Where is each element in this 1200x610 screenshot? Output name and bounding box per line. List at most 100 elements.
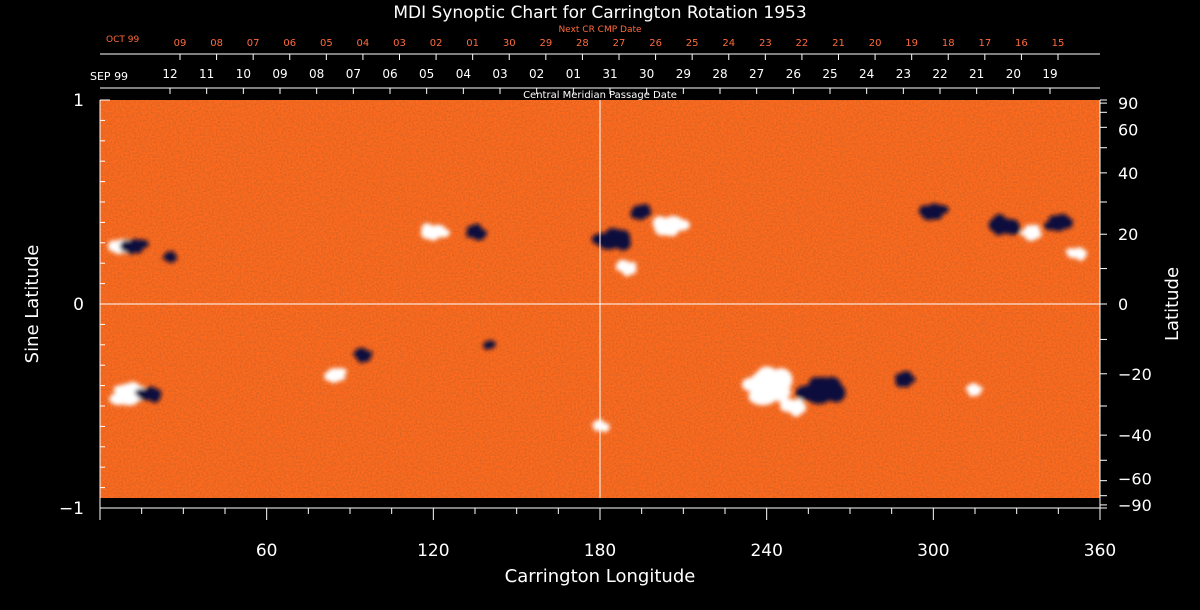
active-region-blob [1043,221,1058,231]
x-tick-label: 60 [256,541,278,561]
active-region-blob [809,377,824,389]
active-region-blob [465,232,473,238]
active-region-blob [1025,233,1038,241]
active-region-blob [593,426,600,432]
cmp-date-label: 29 [676,67,691,81]
active-region-blob [435,228,451,238]
active-region-blob [1065,248,1077,256]
right-tick-label: −90 [1118,496,1152,515]
left-tick-label: 1 [73,91,84,111]
axis-ticks [99,54,1107,520]
active-region-blob [357,354,366,363]
active-region-blob [134,239,149,249]
cmp-date-label: 26 [786,67,801,81]
active-region-blob [162,255,168,260]
active-region-blob [769,368,793,392]
active-region-blob [779,398,794,408]
active-region-blob [826,383,846,403]
next-cr-date-label: 19 [905,38,918,49]
cmp-date-label: 05 [419,67,434,81]
left-tick-label: −1 [59,499,84,519]
next-cr-date-label: 15 [1052,38,1065,49]
x-axis-label: Carrington Longitude [505,566,696,587]
cmp-date-label: 20 [1006,67,1021,81]
cmp-date-label: 25 [822,67,837,81]
left-tick-label: 0 [73,295,84,315]
cmp-date-label: 08 [309,67,324,81]
next-cr-date-label: 07 [247,38,260,49]
active-region-blob [113,385,125,395]
active-region-blob [134,388,149,397]
cmp-date-label: 19 [1042,67,1057,81]
right-tick-label: −20 [1118,365,1152,384]
next-cr-date-label: 27 [613,38,626,49]
active-region-blob [1030,224,1040,235]
active-region-blob [672,219,691,231]
right-tick-label: −60 [1118,470,1152,489]
active-region-blob [483,344,491,350]
active-region-blob [918,205,931,217]
active-region-blob [622,266,632,277]
cmp-date-label: 06 [382,67,397,81]
cmp-date-label: 07 [346,67,361,81]
cmp-date-label: 10 [236,67,251,81]
active-region-blob [794,398,803,406]
active-region-blob [429,233,438,241]
chart-title: MDI Synoptic Chart for Carrington Rotati… [393,3,806,23]
next-cr-axis-title: Next CR CMP Date [558,25,642,35]
next-cr-date-label: 03 [393,38,406,49]
cmp-date-label: 11 [199,67,214,81]
next-cr-date-label: 28 [576,38,589,49]
active-region-blob [149,392,161,403]
cmp-date-label: 12 [162,67,177,81]
active-region-blob [168,251,176,258]
next-cr-date-label: 22 [796,38,809,49]
active-region-blob [472,232,485,241]
active-region-blob [119,240,132,252]
active-region-blob [1048,215,1058,223]
next-cr-date-label: 08 [210,38,223,49]
x-tick-label: 240 [750,541,782,561]
next-cr-date-label: 02 [430,38,443,49]
active-region-blob [421,223,433,235]
right-tick-label: 40 [1118,164,1138,183]
active-region-blob [334,367,347,376]
next-cr-date-label: 09 [174,38,187,49]
active-region-blob [644,210,652,217]
active-region-blob [1020,230,1028,237]
right-tick-label: 0 [1118,295,1128,314]
right-tick-label: −40 [1118,426,1152,445]
active-region-blob [490,341,496,347]
active-region-blob [908,376,916,383]
active-region-blob [992,214,1007,228]
active-region-blob [968,388,976,397]
active-region-blob [968,383,979,390]
next-cr-date-label: 23 [759,38,772,49]
active-region-blob [977,386,984,391]
active-region-blob [652,216,667,231]
active-region-blob [1061,217,1073,229]
next-cr-date-label: 29 [539,38,552,49]
next-cr-date-label: 20 [869,38,882,49]
next-cr-date-label: 01 [466,38,479,49]
right-tick-label: 20 [1118,225,1138,244]
y-axis-label-left: Sine Latitude [22,245,43,364]
cmp-date-label: 21 [969,67,984,81]
cmp-date-label: 24 [859,67,874,81]
active-region-blob [934,205,949,215]
next-cr-date-label: 24 [722,38,735,49]
active-region-blob [471,223,482,234]
active-region-blob [107,240,120,252]
active-region-blob [667,227,678,237]
right-tick-label: 60 [1118,120,1138,139]
active-region-blob [1076,252,1086,261]
active-region-blob [790,405,802,417]
active-region-blob [748,387,778,406]
active-region-blob [109,392,129,406]
next-cr-date-label: 18 [942,38,955,49]
active-region-blob [1004,224,1021,235]
cmp-date-label: 04 [456,67,471,81]
cmp-date-label: 03 [492,67,507,81]
active-region-blob [355,347,367,355]
